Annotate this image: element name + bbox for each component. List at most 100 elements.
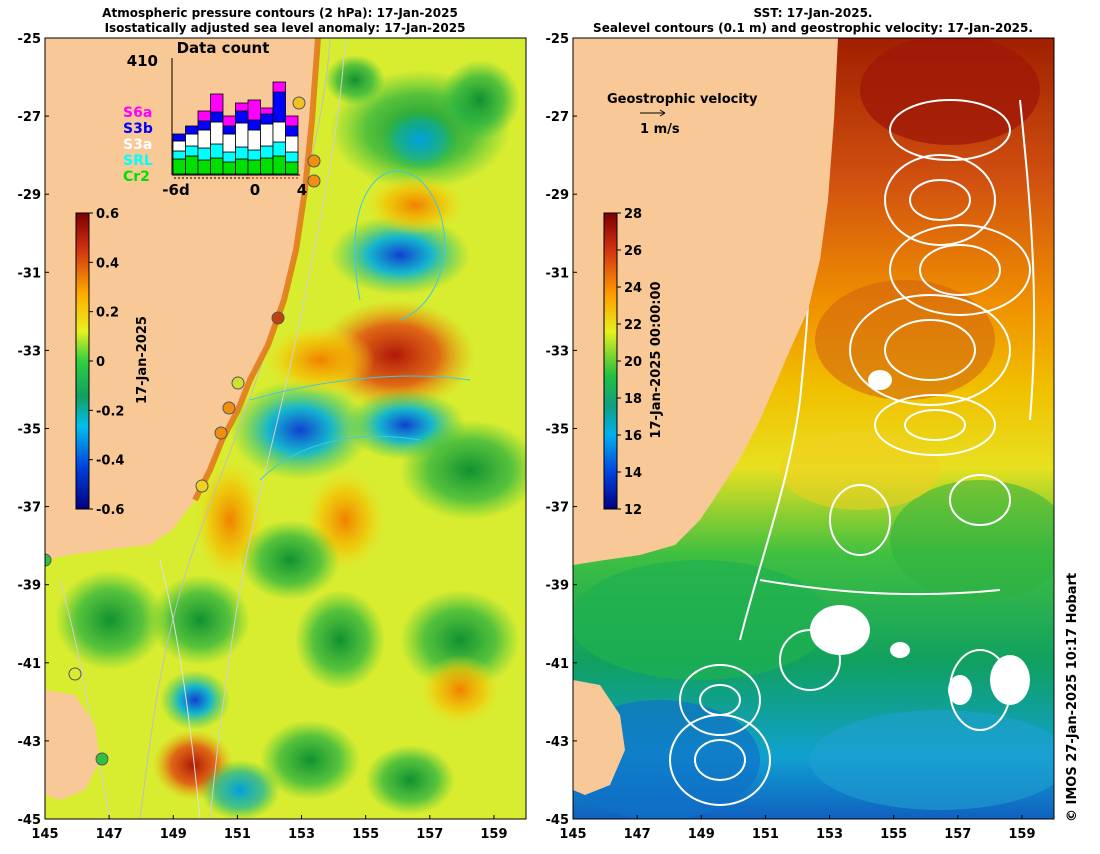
sst-colorbar-tick: 26 [624, 244, 642, 259]
right-y-tick-label: -39 [546, 579, 570, 594]
sst-colorbar-tick: 22 [624, 318, 642, 333]
right-title-line2: Sealevel contours (0.1 m) and geostrophi… [593, 21, 1033, 35]
data-count-bar-segment [172, 158, 186, 175]
sla-colorbar-tick: -0.4 [96, 454, 124, 469]
sla-colorbar-tick: 0.4 [96, 256, 119, 271]
sst-colorbar-tick: 20 [624, 355, 642, 370]
right-x-tick-label: 151 [752, 827, 779, 842]
right-y-tick-label: -43 [546, 735, 570, 750]
left-title-line1: Atmospheric pressure contours (2 hPa): 1… [102, 6, 458, 20]
data-count-bar-segment [210, 121, 224, 145]
data-count-bar-segment [285, 115, 299, 127]
velocity-legend-title: Geostrophic velocity [607, 92, 758, 107]
data-count-bar-segment [235, 158, 249, 175]
data-count-bar-segment [222, 125, 236, 135]
right-y-tick-label: -35 [546, 423, 570, 438]
left-x-tick-label: 151 [224, 827, 251, 842]
data-count-ymax: 410 [127, 52, 158, 70]
sst-colorbar-tick: 24 [624, 281, 642, 296]
sla-colorbar: 0.6 0.4 0.2 0 -0.2 -0.4 -0.6 17-Jan-2025 [75, 207, 150, 518]
left-y-tick-label: -39 [18, 579, 42, 594]
sst-map: Geostrophic velocity 1 m/s [573, 38, 1054, 819]
sealevel-contours [669, 79, 1036, 806]
data-count-bars [172, 81, 299, 175]
data-count-bar-segment [185, 145, 199, 157]
sst-colorbar-tick: 28 [624, 207, 642, 222]
left-y-tick-label: -41 [18, 657, 42, 672]
data-count-bar-segment [272, 121, 286, 143]
data-count-bar-segment [172, 150, 186, 160]
left-y-tick-label: -27 [18, 110, 42, 125]
left-x-tick-label: 157 [416, 827, 443, 842]
data-count-title: Data count [177, 39, 270, 57]
data-count-bar-segment [185, 155, 199, 175]
right-y-tick-label: -29 [546, 188, 570, 203]
sst-colorbar-tick: 16 [624, 429, 642, 444]
legend-cr2: Cr2 [123, 169, 150, 185]
data-count-bar-segment [235, 110, 249, 124]
right-y-tick-label: -25 [546, 32, 570, 47]
right-x-tick-label: 159 [1008, 827, 1035, 842]
right-y-tick-label: -41 [546, 657, 570, 672]
data-count-bar-segment [260, 107, 274, 115]
credit-text: © IMOS 27-Jan-2025 10:17 Hobart [1065, 573, 1080, 822]
data-count-bar-segment [185, 125, 199, 135]
right-x-tick-label: 147 [624, 827, 651, 842]
left-y-tick-label: -37 [18, 501, 42, 516]
data-count-bar-segment [285, 161, 299, 175]
left-y-tick-label: -25 [18, 32, 42, 47]
left-y-tick-label: -29 [18, 188, 42, 203]
data-count-bar-segment [260, 113, 274, 125]
sst-colorbar: 28 26 24 22 20 18 16 14 12 17-Jan-2025 00:00:00 [603, 207, 664, 518]
data-count-bar-segment [172, 133, 186, 142]
right-x-tick-label: 153 [816, 827, 843, 842]
right-x-tick-label: 157 [944, 827, 971, 842]
left-x-tick-label: 149 [160, 827, 187, 842]
data-count-bar-segment [260, 157, 274, 175]
data-count-bar-segment [260, 123, 274, 147]
data-count-x-start: -6d [162, 181, 189, 199]
left-y-axis: -25 -27 -29 -31 -33 -35 -37 -39 -41 -43 -45 [18, 32, 49, 828]
legend-s6a: S6a [123, 105, 152, 121]
data-count-bar-segment [260, 145, 274, 159]
data-count-bar-segment [235, 102, 249, 112]
data-count-bar-segment [197, 129, 211, 149]
right-y-tick-label: -45 [546, 813, 570, 828]
sst-colorbar-tick: 14 [624, 466, 642, 481]
sst-colorbar-tick: 12 [624, 503, 642, 518]
left-y-tick-label: -45 [18, 813, 42, 828]
left-y-tick-label: -33 [18, 344, 42, 359]
right-x-tick-label: 145 [559, 827, 586, 842]
sla-colorbar-tick: 0 [96, 355, 105, 370]
left-title-line2: Isostatically adjusted sea level anomaly… [105, 21, 466, 35]
data-count-bar-segment [285, 151, 299, 163]
right-y-axis: -25 -27 -29 -31 -33 -35 -37 -39 -41 -43 -45 [546, 32, 577, 828]
left-x-tick-label: 159 [480, 827, 507, 842]
velocity-legend-unit: 1 m/s [640, 122, 680, 137]
data-count-bar-segment [222, 151, 236, 163]
right-y-tick-label: -31 [546, 266, 570, 281]
right-x-tick-label: 149 [688, 827, 715, 842]
sla-colorbar-label: 17-Jan-2025 [135, 316, 150, 404]
data-count-bar-segment [197, 159, 211, 175]
left-x-axis: 145 147 149 151 153 155 157 159 [31, 815, 508, 842]
data-count-bar-segment [285, 135, 299, 153]
right-y-tick-label: -33 [546, 344, 570, 359]
data-count-bar-segment [172, 140, 186, 152]
tide-gauge-markers [45, 96, 321, 766]
left-x-tick-label: 147 [96, 827, 123, 842]
data-count-bar-segment [247, 159, 261, 175]
data-count-bar-segment [272, 91, 286, 123]
data-count-bar-segment [197, 110, 211, 122]
left-y-tick-label: -43 [18, 735, 42, 750]
left-x-tick-label: 145 [31, 827, 58, 842]
right-title-line1: SST: 17-Jan-2025. [754, 6, 873, 20]
legend-srl: SRL [123, 153, 153, 169]
left-y-tick-label: -35 [18, 423, 42, 438]
data-count-bar-segment [210, 143, 224, 159]
data-count-bar-segment [235, 146, 249, 160]
data-count-inset: Data count 410 -6d 0 4 S6a S3b S3a SRL C… [123, 39, 307, 199]
sla-colorbar-tick: 0.6 [96, 207, 119, 222]
left-y-tick-label: -31 [18, 266, 42, 281]
